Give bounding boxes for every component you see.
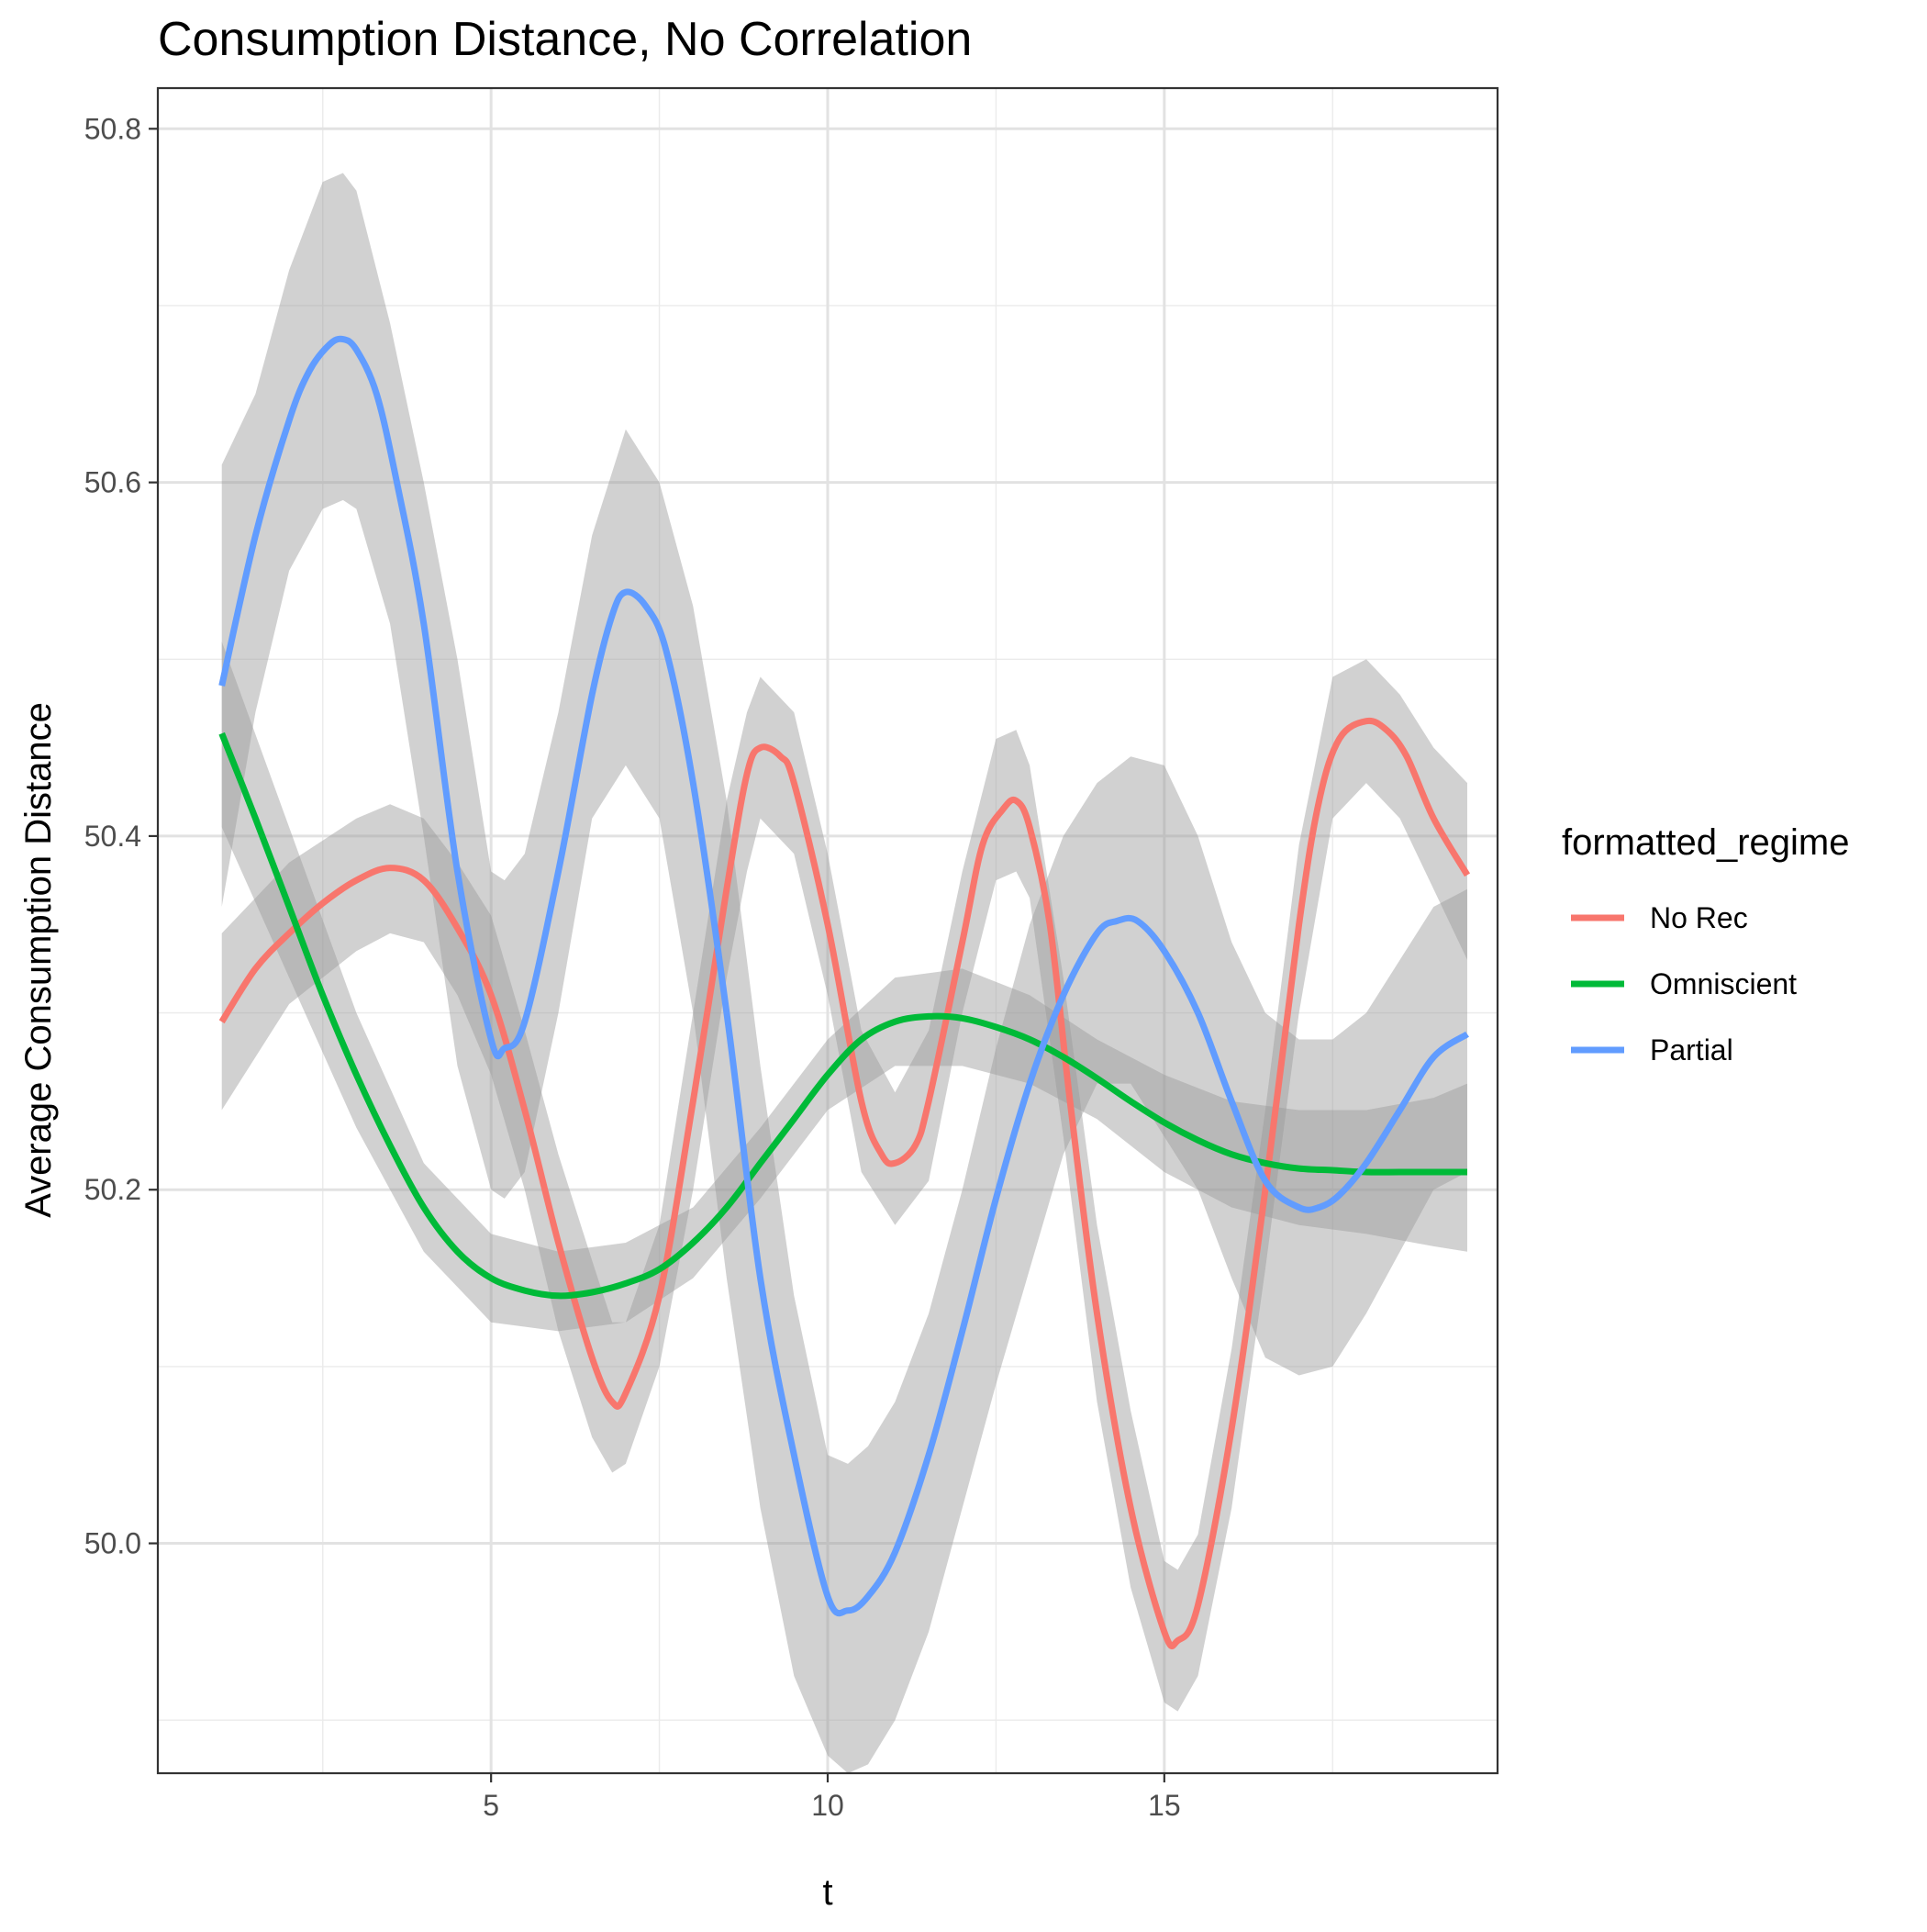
x-axis-title: t xyxy=(822,1872,832,1913)
y-tick-label: 50.6 xyxy=(84,466,141,499)
x-tick-label: 10 xyxy=(811,1789,844,1822)
y-tick-label: 50.2 xyxy=(84,1173,141,1206)
confidence-ribbon-omniscient xyxy=(221,642,1468,1332)
y-tick-label: 50.0 xyxy=(84,1527,141,1560)
legend: No Rec Omniscient Partial xyxy=(1571,901,1797,1067)
legend-label: No Rec xyxy=(1650,901,1748,934)
legend-label: Omniscient xyxy=(1650,967,1797,1000)
series-line-partial xyxy=(218,335,1469,1617)
y-tick-label: 50.8 xyxy=(84,112,141,145)
legend-title: formatted_regime xyxy=(1562,822,1849,863)
confidence-ribbon-partial xyxy=(221,173,1468,1773)
confidence-ribbon-no-rec xyxy=(221,659,1468,1712)
chart-title: Consumption Distance, No Correlation xyxy=(158,13,972,66)
x-tick-label: 15 xyxy=(1148,1789,1181,1822)
y-axis-title: Average Consumption Distance xyxy=(18,702,59,1218)
y-tick-label: 50.4 xyxy=(84,820,141,853)
plot-layer: 5 10 15 50.0 50.2 50.4 50.6 50.8 xyxy=(84,86,1499,1822)
legend-label: Partial xyxy=(1650,1033,1733,1067)
x-tick-label: 5 xyxy=(483,1789,499,1822)
data-layer xyxy=(218,173,1471,1773)
series-line-no-rec xyxy=(218,717,1471,1650)
